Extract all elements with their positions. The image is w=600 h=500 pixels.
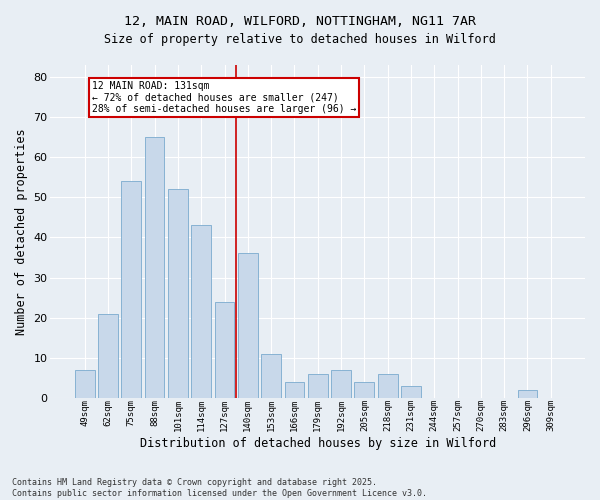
Bar (284, 382, 304, 398)
Y-axis label: Number of detached properties: Number of detached properties (15, 128, 28, 334)
Bar (401, 386, 421, 398)
Bar (145, 137, 164, 398)
Bar (355, 382, 374, 398)
Bar (238, 254, 258, 398)
Bar (75, 370, 95, 398)
Bar (518, 390, 538, 398)
Bar (378, 374, 398, 398)
Text: Size of property relative to detached houses in Wilford: Size of property relative to detached ho… (104, 32, 496, 46)
X-axis label: Distribution of detached houses by size in Wilford: Distribution of detached houses by size … (140, 437, 496, 450)
Bar (331, 370, 351, 398)
Text: 12, MAIN ROAD, WILFORD, NOTTINGHAM, NG11 7AR: 12, MAIN ROAD, WILFORD, NOTTINGHAM, NG11… (124, 15, 476, 28)
Bar (121, 182, 141, 398)
Text: Contains HM Land Registry data © Crown copyright and database right 2025.
Contai: Contains HM Land Registry data © Crown c… (12, 478, 427, 498)
Text: 12 MAIN ROAD: 131sqm
← 72% of detached houses are smaller (247)
28% of semi-deta: 12 MAIN ROAD: 131sqm ← 72% of detached h… (92, 81, 356, 114)
Bar (191, 226, 211, 398)
Bar (308, 374, 328, 398)
Bar (215, 302, 235, 398)
Bar (168, 190, 188, 398)
Bar (261, 354, 281, 398)
Bar (98, 314, 118, 398)
